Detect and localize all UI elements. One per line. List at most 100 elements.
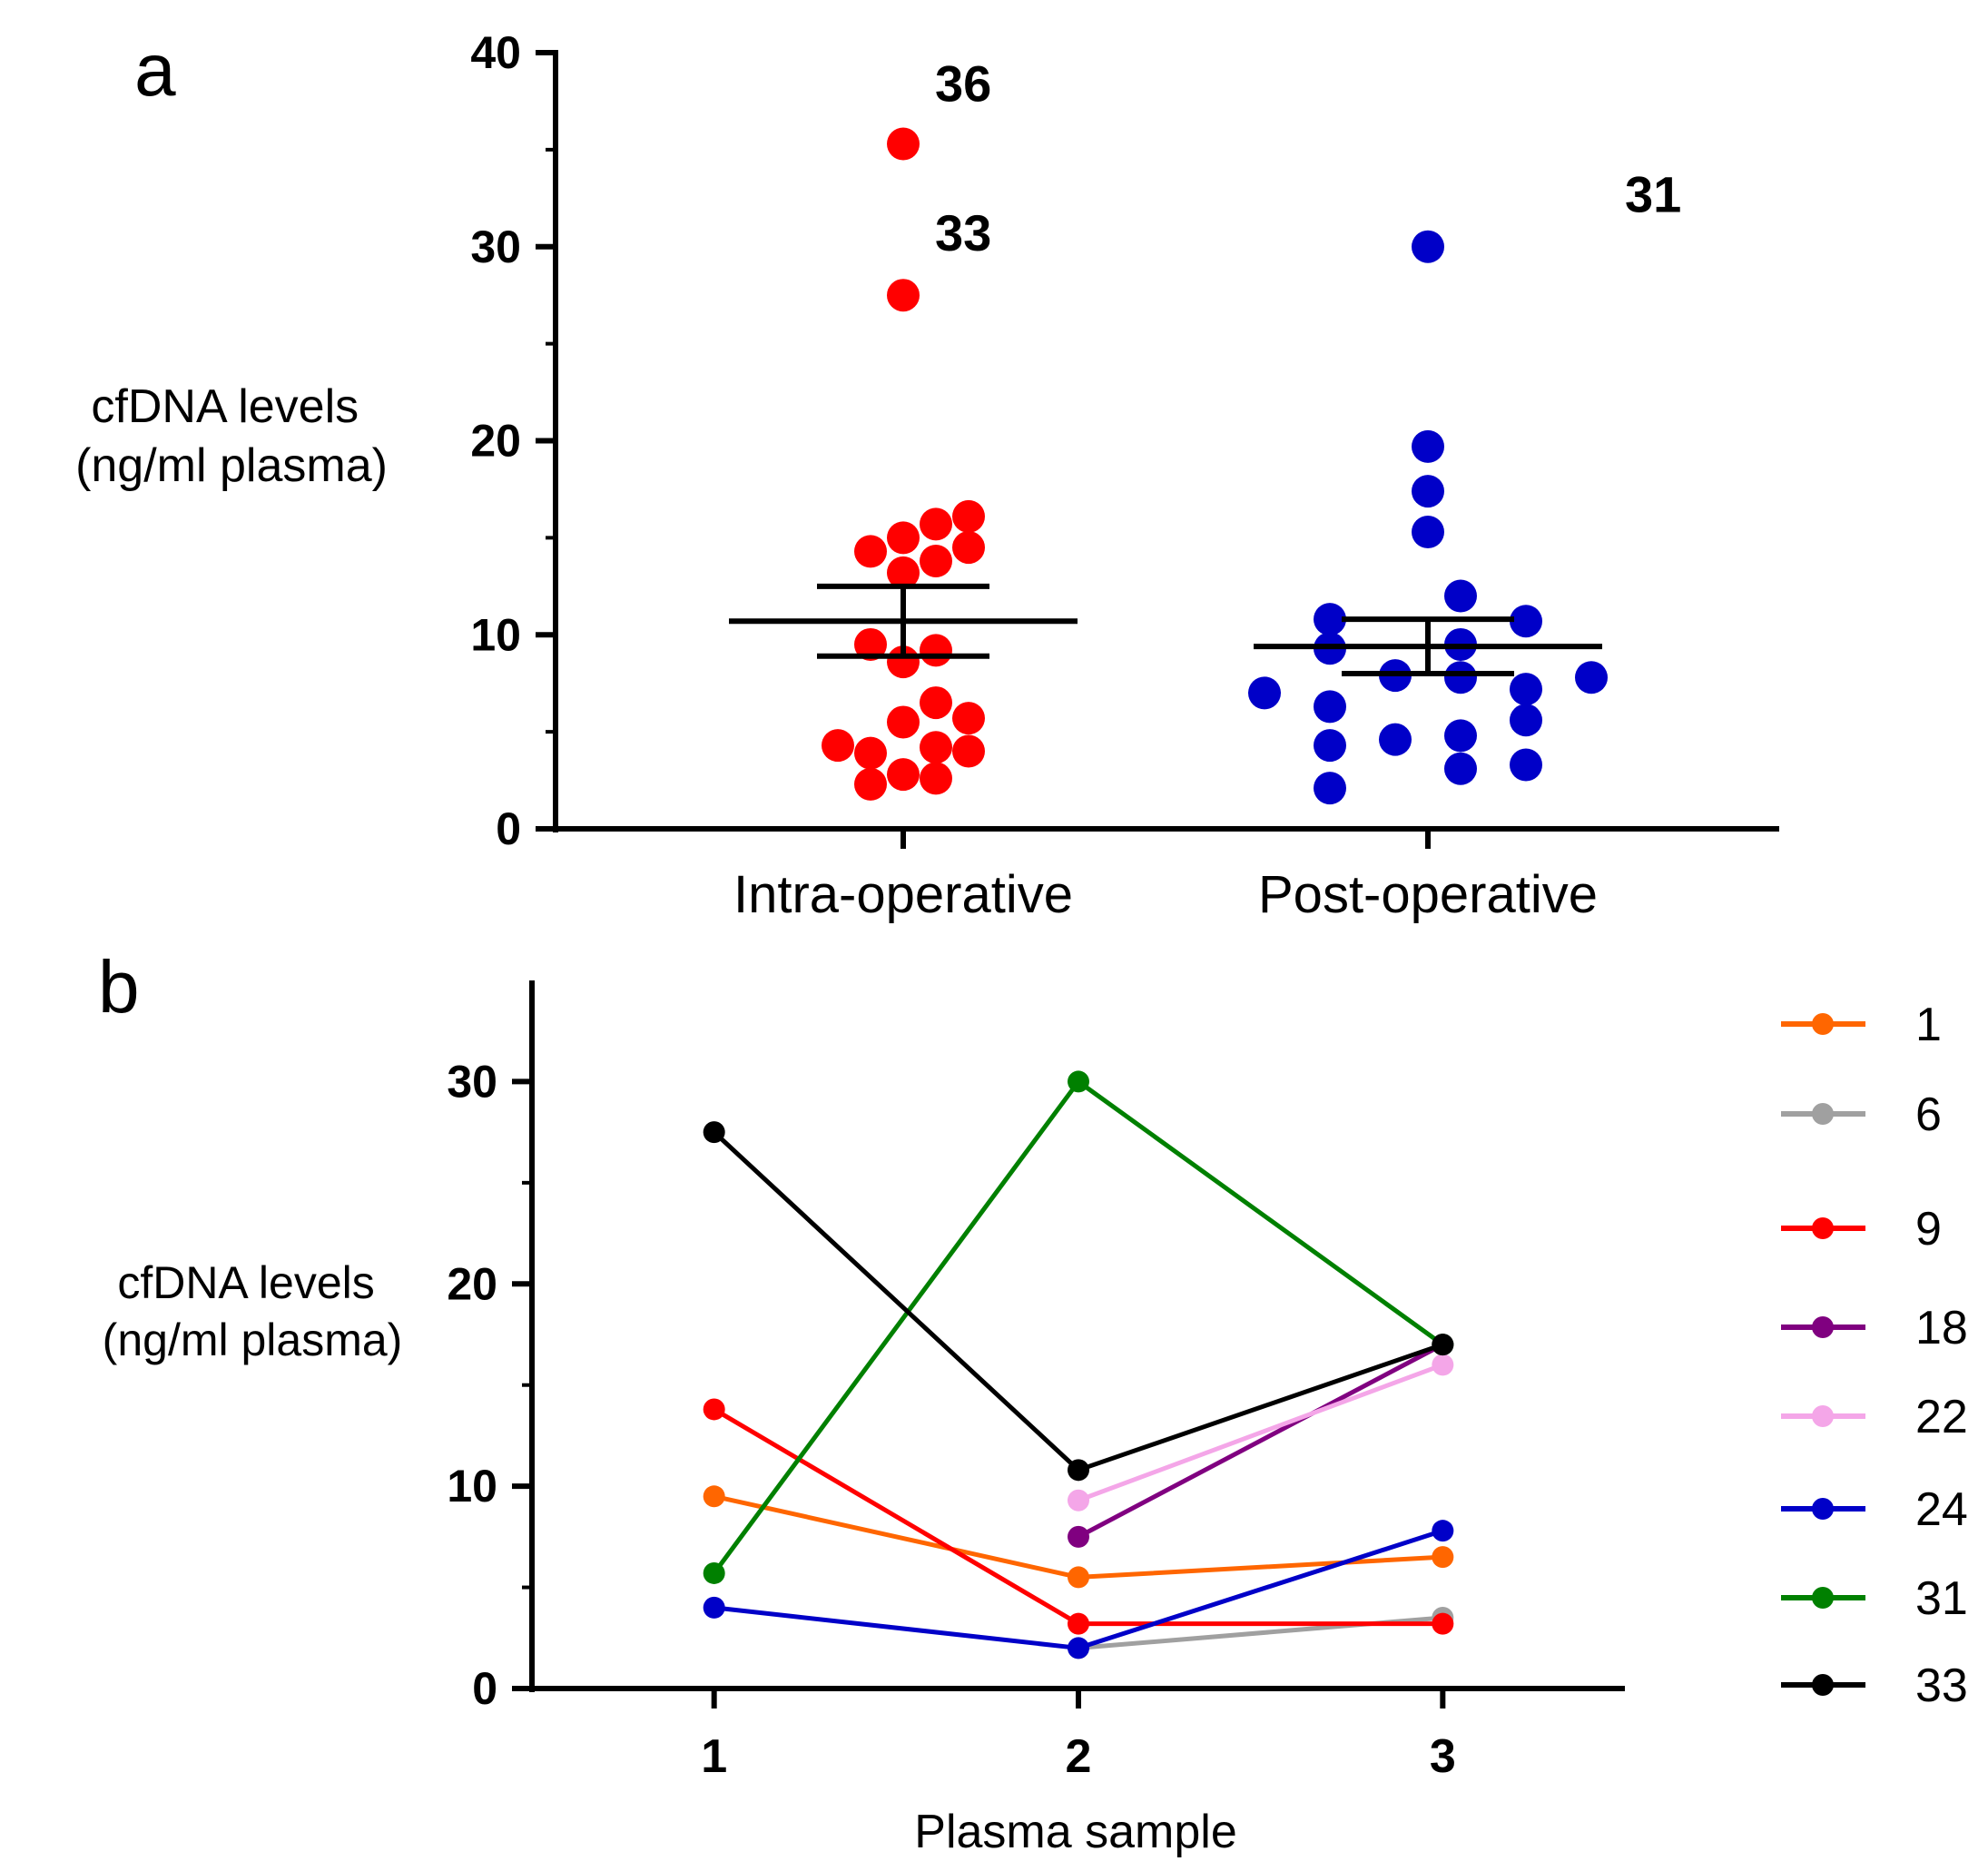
panel-a-point-post-operative (1412, 429, 1444, 463)
panel-a-point-intra-operative (952, 702, 985, 735)
panel-a-point-intra-operative (920, 762, 952, 795)
panel-b-point-series-31 (703, 1561, 725, 1584)
panel-a-annotation-31: 31 (1625, 165, 1681, 222)
panel-a-x-tick-label: Intra-operative (733, 865, 1073, 924)
panel-b-y-axis-label-line1: cfDNA levels (117, 1257, 374, 1308)
legend-swatch-marker-31 (1812, 1587, 1834, 1609)
panel-b-x-tick-label: 3 (1430, 1730, 1456, 1783)
panel-b-line-series-18 (1077, 1342, 1444, 1540)
panel-a-y-tick-label: 20 (470, 416, 521, 467)
legend-swatch-marker-9 (1812, 1217, 1834, 1239)
panel-a-point-post-operative (1510, 605, 1542, 638)
panel-b-point-series-33 (1068, 1459, 1089, 1482)
legend-swatch-marker-18 (1812, 1316, 1834, 1338)
panel-b-point-series-1 (703, 1485, 725, 1508)
panel-a-point-post-operative (1444, 752, 1477, 785)
legend-swatch-marker-1 (1812, 1013, 1834, 1035)
panel-b-y-axis-label: cfDNA levels (ng/ml plasma) (103, 1257, 403, 1365)
panel-a-point-intra-operative (854, 627, 887, 661)
panel-b-point-series-33 (1432, 1334, 1454, 1356)
panel-a-point-post-operative (1575, 661, 1608, 694)
panel-a-point-post-operative (1412, 230, 1444, 263)
panel-a-annotations: 36 33 31 (935, 54, 1681, 261)
panel-a-point-intra-operative (887, 279, 920, 312)
panel-a-point-post-operative (1444, 579, 1477, 613)
panel-b-line-series-9 (713, 1407, 1443, 1627)
panel-a-point-intra-operative (952, 531, 985, 565)
panel-b-point-series-18 (1068, 1525, 1089, 1548)
panel-b-line-series-33 (712, 1130, 1444, 1472)
panel-a-axes: 0 10 20 30 40 Intra-operative Post-operative (470, 27, 1779, 924)
panel-a-point-intra-operative (920, 507, 952, 541)
panel-a-point-post-operative (1379, 723, 1412, 756)
panel-a-point-post-operative (1314, 690, 1346, 724)
legend-label-22: 22 (1915, 1391, 1968, 1443)
panel-a-point-post-operative (1444, 719, 1477, 753)
panel-a-point-post-operative (1248, 676, 1281, 710)
panel-b-x-axis-label: Plasma sample (914, 1806, 1236, 1858)
panel-a-point-intra-operative (887, 705, 920, 739)
legend-label-1: 1 (1915, 999, 1942, 1051)
panel-a-y-axis-label: cfDNA levels (ng/ml plasma) (75, 380, 388, 492)
panel-b-point-series-1 (1068, 1566, 1089, 1589)
panel-a-point-intra-operative (952, 499, 985, 533)
panel-a-point-post-operative (1510, 673, 1542, 706)
panel-a-point-intra-operative (887, 556, 920, 589)
legend-swatch-marker-6 (1812, 1103, 1834, 1125)
panel-a-point-post-operative (1412, 515, 1444, 548)
panel-a-y-axis-label-line1: cfDNA levels (91, 380, 359, 433)
panel-a-annotation-33: 33 (935, 204, 991, 261)
panel-b-point-series-22 (1432, 1354, 1454, 1376)
panel-b-y-tick-label: 20 (447, 1258, 497, 1309)
panel-a-y-tick-label: 30 (470, 222, 521, 272)
panel-a-point-intra-operative (887, 758, 920, 792)
legend-swatch-marker-33 (1812, 1674, 1834, 1696)
panel-a-point-post-operative (1444, 661, 1477, 694)
panel-b-x-tick-label: 1 (701, 1730, 727, 1783)
panel-a-point-intra-operative (887, 127, 920, 161)
panel-b-axes: 0 10 20 30 1 2 3 (447, 980, 1625, 1783)
panel-b-point-series-9 (1432, 1612, 1454, 1635)
panel-b-y-tick-label: 10 (447, 1461, 497, 1512)
panel-a-point-post-operative (1510, 704, 1542, 737)
panel-a-point-post-operative (1314, 729, 1346, 763)
panel-a-annotation-36: 36 (935, 54, 991, 112)
panel-b: b cfDNA levels (ng/ml plasma) Plasma sam… (98, 946, 1968, 1858)
panel-a-point-intra-operative (854, 736, 887, 770)
legend-swatch-marker-22 (1812, 1405, 1834, 1427)
panel-a-point-intra-operative (920, 686, 952, 720)
panel-a-y-tick-label: 40 (470, 27, 521, 78)
legend-label-18: 18 (1915, 1302, 1968, 1354)
panel-b-x-tick-label: 2 (1066, 1730, 1092, 1783)
panel-a-point-intra-operative (822, 729, 854, 763)
panel-b-y-axis-label-line2: (ng/ml plasma) (103, 1315, 403, 1365)
panel-a-y-tick-label: 0 (496, 803, 521, 854)
panel-a-point-intra-operative (854, 535, 887, 568)
panel-b-point-series-33 (703, 1121, 725, 1144)
panel-a-point-post-operative (1412, 475, 1444, 508)
panel-b-line-series-22 (1078, 1363, 1444, 1503)
legend-label-31: 31 (1915, 1572, 1968, 1625)
legend-label-6: 6 (1915, 1088, 1942, 1141)
panel-b-point-series-1 (1432, 1546, 1454, 1569)
panel-a-point-post-operative (1314, 772, 1346, 805)
panel-b-point-series-24 (703, 1596, 725, 1619)
panel-b-point-series-9 (703, 1398, 725, 1421)
legend-swatch-marker-24 (1812, 1498, 1834, 1520)
panel-a-y-tick-label: 10 (470, 609, 521, 660)
panel-a-y-axis-label-line2: (ng/ml plasma) (75, 439, 388, 492)
panel-b-point-series-24 (1432, 1520, 1454, 1542)
panel-b-point-series-22 (1068, 1489, 1089, 1512)
panel-a-error-bars (729, 583, 1602, 676)
panel-a-point-intra-operative (920, 731, 952, 764)
panel-b-y-tick-label: 0 (472, 1663, 497, 1714)
panel-a-x-tick-label: Post-operative (1258, 865, 1598, 924)
panel-a-points (822, 127, 1608, 805)
panel-a: a cfDNA levels (ng/ml plasma) 0 10 20 30 40 I… (75, 27, 1779, 924)
legend-label-24: 24 (1915, 1483, 1968, 1536)
panel-a-point-intra-operative (854, 767, 887, 801)
panel-b-series-lines (703, 1070, 1454, 1659)
panel-b-label: b (98, 946, 140, 1029)
panel-a-point-intra-operative (887, 521, 920, 555)
